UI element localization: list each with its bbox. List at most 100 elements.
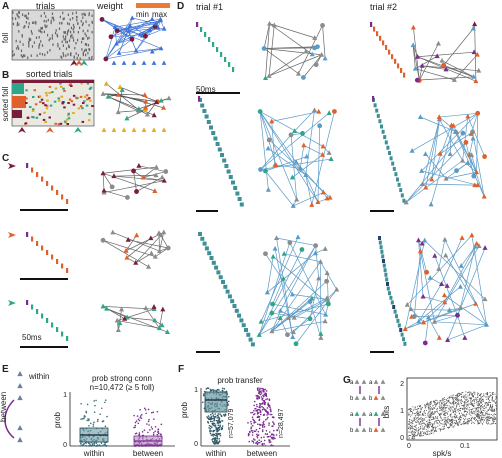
data-point <box>430 430 432 432</box>
spike-mark <box>38 29 40 32</box>
sorted-block-green <box>12 82 24 94</box>
data-point <box>258 408 261 411</box>
data-point <box>420 433 422 435</box>
data-point <box>475 409 477 411</box>
data-point <box>213 417 215 420</box>
panel-g-scatter <box>406 377 498 441</box>
neuron-triangle <box>447 151 453 157</box>
spike-mark <box>73 26 75 29</box>
sequence-spike <box>231 180 235 185</box>
data-point <box>485 417 487 418</box>
data-point <box>466 422 468 424</box>
data-point <box>476 399 478 401</box>
data-point <box>443 425 445 427</box>
connection-line <box>145 28 165 37</box>
data-point <box>464 411 465 413</box>
data-point <box>146 445 148 447</box>
data-point <box>448 401 450 403</box>
data-point <box>211 412 214 415</box>
data-point <box>432 418 434 420</box>
data-point <box>435 416 437 417</box>
data-point <box>467 407 469 409</box>
data-point <box>413 428 415 430</box>
data-point <box>431 414 432 416</box>
connection-line <box>415 55 438 70</box>
data-point <box>477 422 479 424</box>
connection-line <box>424 317 429 344</box>
connection-line <box>259 111 324 147</box>
data-point <box>143 429 146 432</box>
sequence-spike <box>209 125 213 130</box>
spike-mark <box>91 30 93 34</box>
data-point <box>480 412 481 414</box>
spike-mark <box>72 103 76 106</box>
data-point <box>440 413 442 415</box>
neuron-circle <box>324 278 330 284</box>
data-point <box>410 411 412 412</box>
data-point <box>476 398 477 400</box>
neuron-triangle <box>256 332 262 337</box>
sequence-spike <box>396 177 399 182</box>
sequence-spike <box>403 72 406 78</box>
data-point <box>450 410 452 412</box>
data-point <box>207 418 210 420</box>
data-point <box>410 426 412 428</box>
data-point <box>264 445 267 447</box>
data-point <box>273 434 275 437</box>
data-point <box>466 398 468 400</box>
spike-mark <box>60 55 62 58</box>
data-point <box>468 400 469 402</box>
data-point <box>490 405 491 406</box>
data-point <box>220 428 223 431</box>
data-point <box>255 442 257 445</box>
data-point <box>79 445 81 447</box>
data-point <box>424 419 426 421</box>
data-point <box>478 393 479 395</box>
connection-line <box>434 314 458 323</box>
data-point <box>259 411 262 413</box>
data-point <box>424 423 426 425</box>
connection-line <box>271 121 276 165</box>
data-point <box>490 394 491 396</box>
neuron-triangle <box>443 66 449 72</box>
data-point <box>447 398 449 399</box>
sorted-block-orange <box>12 96 26 108</box>
data-point <box>106 415 108 418</box>
sequence-spike <box>214 265 219 270</box>
data-point <box>268 404 270 407</box>
spike-mark <box>87 119 91 122</box>
data-point <box>418 413 419 414</box>
spike-mark <box>43 30 45 34</box>
spike-mark <box>59 21 61 25</box>
neuron-triangle <box>429 176 435 182</box>
neuron-triangle <box>472 21 478 27</box>
data-point <box>476 404 478 406</box>
data-point <box>433 426 435 428</box>
spike-mark <box>63 17 65 20</box>
neuron-circle <box>100 237 106 243</box>
data-point <box>456 398 458 400</box>
spike-mark <box>45 25 47 29</box>
spike-mark <box>22 43 24 46</box>
neuron-triangle <box>322 246 328 251</box>
data-point <box>448 420 450 422</box>
data-point <box>413 426 415 427</box>
data-point <box>449 402 451 403</box>
neuron-circle <box>114 28 120 34</box>
data-point <box>429 420 430 422</box>
data-point <box>455 412 457 413</box>
data-point <box>446 405 448 407</box>
sequence-spike <box>66 199 69 204</box>
data-point <box>486 402 487 403</box>
data-point <box>414 437 415 439</box>
data-point <box>413 420 415 421</box>
data-point <box>426 426 428 428</box>
data-point <box>459 408 461 410</box>
data-point <box>492 400 494 402</box>
connection-line <box>268 54 322 77</box>
data-point <box>452 421 453 422</box>
data-point <box>441 428 442 430</box>
data-point <box>461 405 463 407</box>
neuron-triangle <box>361 427 367 432</box>
data-point <box>491 397 493 398</box>
